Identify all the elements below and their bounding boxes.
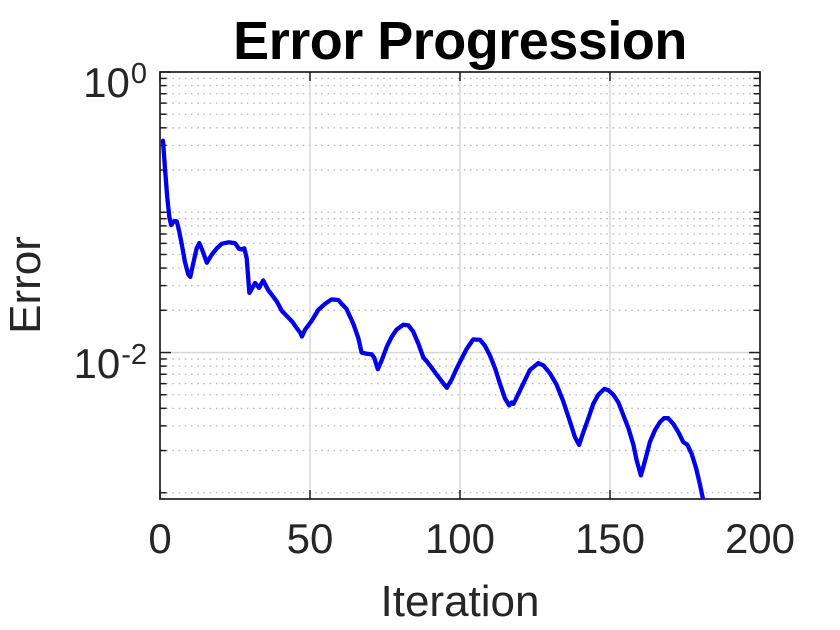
y-tick-label: 10-2: [73, 338, 147, 387]
error-curve: [160, 138, 706, 499]
x-tick-label: 200: [724, 515, 796, 562]
y-tick-label: 100: [83, 58, 147, 106]
axes-box: [159, 71, 761, 500]
chart-title: Error Progression: [233, 11, 687, 71]
x-tick-label: 50: [286, 515, 334, 562]
x-axis-label: Iteration: [380, 577, 540, 626]
x-tick-label: 0: [148, 515, 172, 562]
y-axis-label: Error: [1, 236, 50, 334]
x-tick-label: 150: [574, 515, 646, 562]
x-tick-label: 100: [424, 515, 496, 562]
